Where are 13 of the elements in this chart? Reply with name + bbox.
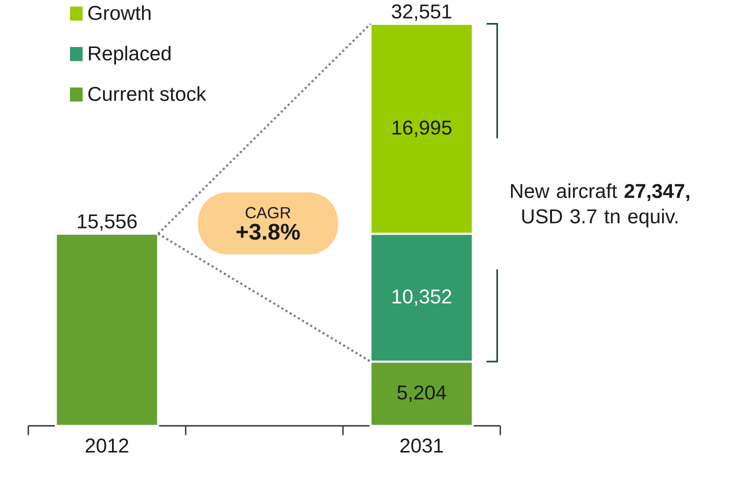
x-tick-label: 2012 xyxy=(86,438,128,453)
data-label: 16,995 xyxy=(392,120,452,137)
legend-label: Current stock xyxy=(88,86,206,101)
total-label: 15,556 xyxy=(78,214,137,231)
legend-label: Replaced xyxy=(88,46,171,64)
x-tick-label: 2031 xyxy=(400,438,443,453)
total-label: 32,551 xyxy=(392,4,452,21)
text: New aircraft 27,347, USD 3.7 tn equiv. xyxy=(511,183,690,228)
data-label: 10,352 xyxy=(392,289,452,306)
annotation: CAGR xyxy=(246,206,290,218)
legend-label: Growth xyxy=(88,5,150,20)
annotation: +3.8% xyxy=(236,224,300,240)
data-label: 5,204 xyxy=(397,385,446,402)
